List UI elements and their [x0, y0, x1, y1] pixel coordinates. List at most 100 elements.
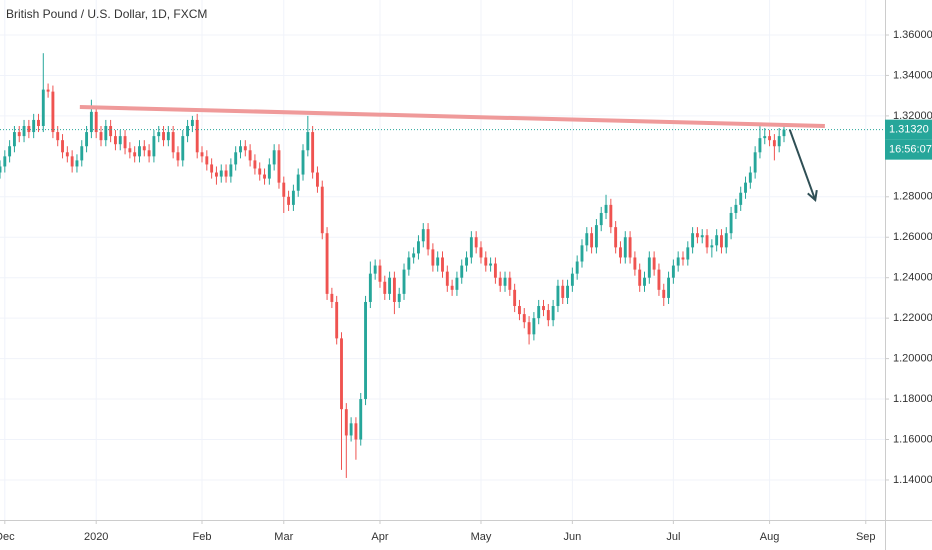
candle-body — [243, 146, 247, 151]
candle-body — [56, 132, 60, 141]
candle-body — [566, 285, 569, 298]
candle-body — [772, 140, 776, 147]
candle-body — [267, 164, 271, 179]
candle-body — [436, 257, 440, 266]
candle-body — [335, 301, 339, 339]
candle-body — [556, 285, 560, 307]
candle-body — [657, 269, 661, 290]
candle-body — [383, 281, 387, 294]
candle-body — [306, 132, 310, 151]
candle-body — [748, 172, 752, 183]
candle-body — [570, 273, 574, 286]
candle-body — [724, 233, 728, 248]
x-tick-label: Aug — [760, 531, 780, 543]
arrow — [788, 129, 817, 201]
candle-body — [768, 136, 772, 141]
candle-body — [195, 119, 199, 153]
candle-body — [710, 245, 714, 248]
candle-body — [417, 241, 420, 254]
candle-body — [580, 245, 584, 262]
candle-body — [426, 229, 430, 250]
candle-body — [190, 119, 194, 127]
y-tick-label: 1.20000 — [893, 353, 932, 365]
x-tick-label: May — [471, 531, 492, 543]
candle-body — [561, 285, 565, 298]
candle-body — [421, 229, 425, 242]
x-tick-label: Dec — [0, 531, 15, 543]
candle-body — [239, 146, 242, 153]
x-tick-label: Apr — [371, 531, 388, 543]
candle-body — [734, 204, 738, 213]
candle-body — [166, 132, 170, 141]
candle-body — [75, 160, 79, 167]
candle-body — [373, 265, 377, 274]
candle-body — [633, 257, 637, 270]
candle-body — [532, 318, 536, 335]
candle-body — [8, 146, 12, 157]
candle-body — [186, 126, 190, 137]
candle-body — [104, 126, 108, 141]
candle-body — [700, 235, 704, 238]
candle-body — [65, 152, 69, 157]
candle-body — [604, 204, 608, 213]
chart-title: British Pound / U.S. Dollar, 1D, FXCM — [6, 7, 207, 21]
candle-body — [37, 119, 40, 127]
y-tick-label: 1.22000 — [893, 312, 932, 324]
candle-body — [229, 164, 233, 177]
candle-body — [12, 132, 16, 147]
candle-body — [431, 249, 435, 266]
candle-body — [17, 132, 21, 137]
candle-body — [70, 156, 74, 167]
x-tick-label: Jun — [563, 531, 581, 543]
candle-body — [46, 89, 50, 92]
candle-body — [147, 150, 151, 157]
candle-body — [128, 148, 132, 153]
candle-body — [493, 263, 497, 278]
candle-body — [272, 150, 276, 165]
candle-body — [758, 138, 762, 153]
x-tick-label: Jul — [666, 531, 680, 543]
candle-body — [94, 111, 98, 133]
candle-body — [214, 172, 218, 177]
candle-body — [51, 91, 55, 133]
candle-body — [671, 265, 675, 278]
x-tick-label: Mar — [274, 531, 293, 543]
candle-body — [647, 257, 651, 278]
y-tick-label: 1.28000 — [893, 191, 932, 203]
candle-body — [133, 152, 137, 157]
candle-body — [378, 265, 382, 282]
candle-body — [503, 277, 507, 286]
candle-body — [720, 235, 723, 248]
candle-body — [479, 247, 483, 258]
candle-body — [691, 233, 695, 248]
candle-body — [287, 196, 291, 205]
candle-body — [301, 150, 305, 175]
y-tick-label: 1.14000 — [893, 474, 932, 486]
candle-body — [253, 160, 257, 169]
plot-layer — [0, 53, 885, 478]
candle-body — [89, 111, 93, 133]
candle-body — [181, 136, 185, 161]
y-tick-label: 1.16000 — [893, 433, 932, 445]
candle-body — [782, 129, 786, 137]
candle-body — [397, 293, 401, 302]
candle-body — [686, 247, 690, 260]
candle-body — [412, 253, 416, 258]
candle-body — [763, 136, 767, 139]
candle-body — [744, 182, 747, 193]
candle-body — [445, 271, 449, 286]
candle-body — [359, 399, 363, 440]
candle-body — [542, 306, 545, 311]
candle-body — [681, 257, 685, 260]
candle-body — [354, 423, 358, 440]
candle-body — [590, 233, 594, 248]
candle-body — [277, 150, 281, 183]
candle-body — [777, 136, 781, 147]
candle-body — [32, 119, 36, 133]
candle-body — [695, 233, 699, 238]
candle-body — [609, 204, 613, 228]
candle-body — [291, 190, 295, 205]
candle-body — [364, 301, 367, 400]
candle-body — [320, 186, 324, 234]
arrow-head — [807, 189, 818, 202]
